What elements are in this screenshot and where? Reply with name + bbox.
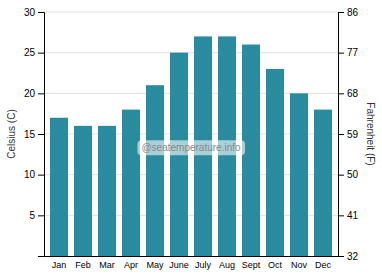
bar (290, 93, 308, 256)
x-tick: Nov (291, 260, 308, 270)
annotation-box (137, 140, 245, 155)
x-tick: Aug (219, 260, 235, 270)
y2-tick: 68 (338, 88, 359, 99)
y2-tick: 32 (338, 251, 359, 262)
x-tick: Oct (268, 260, 283, 270)
x-tick: July (195, 260, 212, 270)
grid-line (44, 12, 338, 13)
x-tick-label: Nov (291, 260, 308, 270)
x-tick: Dec (315, 260, 332, 270)
x-tick: Apr (124, 260, 138, 270)
y-tick-label: 5 (29, 210, 35, 221)
y2-tick-mark (338, 134, 344, 135)
x-tick-label: Oct (268, 260, 283, 270)
x-tick-label: June (169, 260, 189, 270)
grid-line (44, 52, 338, 53)
annotation: @seatemperature.info (137, 140, 245, 155)
x-tick: Sept (242, 260, 261, 270)
axis-line (45, 256, 339, 257)
x-tick-label: Jan (52, 260, 67, 270)
y2-tick-label: 59 (347, 129, 359, 140)
x-tick-label: Apr (124, 260, 138, 270)
y2-tick-mark (338, 93, 344, 94)
y-tick-label: 15 (24, 129, 36, 140)
y2-tick-label: 77 (347, 47, 359, 58)
y2-tick-label: 50 (347, 169, 359, 180)
y-tick: 25 (24, 47, 44, 58)
y2-tick: 50 (338, 169, 359, 180)
x-tick-label: Aug (219, 260, 235, 270)
y2-tick: 41 (338, 210, 359, 221)
y2-tick-mark (338, 215, 344, 216)
y-tick-label: 30 (24, 7, 36, 18)
y-tick-label: 10 (24, 169, 36, 180)
bar (50, 118, 68, 256)
y-tick-mark (38, 53, 44, 54)
bar (314, 110, 332, 256)
y-tick-label: 25 (24, 47, 36, 58)
x-tick: Mar (99, 260, 115, 270)
x-tick-label: Feb (75, 260, 91, 270)
y-tick: 20 (24, 88, 44, 99)
x-tick: Feb (75, 260, 91, 270)
bar (74, 126, 92, 256)
y-tick: 30 (24, 7, 44, 18)
y-tick-mark (38, 12, 44, 13)
bar (122, 110, 140, 256)
y-tick-mark (38, 175, 44, 176)
x-axis: Jan Feb Mar Apr May June July Aug Sept Oct Nov Dec (45, 257, 339, 271)
y2-axis: 32 41 50 59 68 77 86 (338, 7, 359, 262)
y-axis-title: Celsius (C) (6, 109, 17, 158)
y-tick: 5 (29, 210, 44, 221)
x-tick: Jan (52, 260, 67, 270)
bar (98, 126, 116, 256)
y-tick: 10 (24, 169, 44, 180)
bar (266, 69, 284, 256)
chart: Jan Feb Mar Apr May June July Aug Sept Oct Nov Dec 5… (0, 0, 382, 280)
annotation-text: @seatemperature.info (141, 142, 241, 153)
y2-tick-label: 41 (347, 210, 359, 221)
x-tick: May (146, 260, 164, 270)
x-tick-label: May (146, 260, 164, 270)
y2-tick-mark (338, 175, 344, 176)
y2-tick-mark (338, 12, 344, 13)
y2-tick-label: 68 (347, 88, 359, 99)
x-tick-label: Mar (99, 260, 115, 270)
bar (146, 85, 164, 256)
plot: Jan Feb Mar Apr May June July Aug Sept Oct Nov Dec 5… (24, 7, 359, 271)
y2-tick: 77 (338, 47, 359, 58)
y2-tick: 86 (338, 7, 359, 18)
y2-tick: 59 (338, 129, 359, 140)
x-tick-label: Sept (242, 260, 261, 270)
y-tick: 15 (24, 129, 44, 140)
y-tick-mark (38, 134, 44, 135)
y2-tick-mark (338, 256, 344, 257)
y-tick-mark (38, 93, 44, 94)
y2-tick-label: 86 (347, 7, 359, 18)
axis-line (38, 13, 45, 257)
y-tick-mark (38, 215, 44, 216)
x-tick: June (169, 260, 189, 270)
y-tick-label: 20 (24, 88, 36, 99)
y2-axis-title: Fahrenheit (F) (365, 102, 376, 165)
x-tick-label: July (195, 260, 212, 270)
y2-tick-mark (338, 53, 344, 54)
bars (50, 36, 332, 256)
y2-tick-label: 32 (347, 251, 359, 262)
x-tick-label: Dec (315, 260, 332, 270)
y-axis: 5 10 15 20 25 30 (24, 7, 45, 257)
axis-line (339, 13, 345, 257)
